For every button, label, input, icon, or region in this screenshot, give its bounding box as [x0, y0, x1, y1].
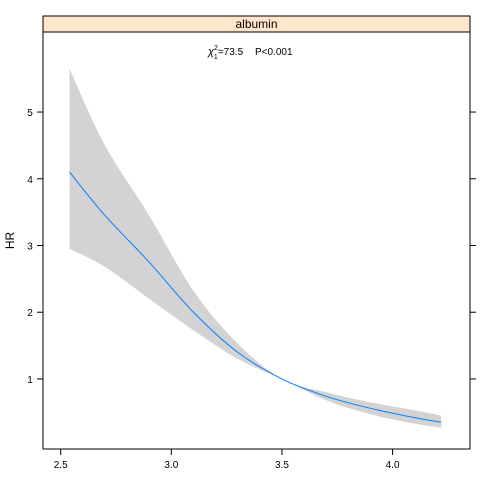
y-tick-label-2: 3 — [27, 242, 33, 253]
confidence-band-0 — [69, 68, 442, 428]
y-tick-label-4: 5 — [27, 108, 33, 119]
x-tick-label-2: 3.5 — [275, 460, 289, 471]
x-tick-label-3: 4.0 — [386, 460, 400, 471]
chi-value: =73.5 — [218, 47, 244, 58]
y-tick-label-1: 2 — [27, 308, 33, 319]
y-tick-label-0: 1 — [27, 375, 33, 386]
chi-subscript: 1 — [214, 54, 218, 61]
chi-square-stat: χ2 1=73.5 — [207, 45, 244, 61]
y-axis-label: HR — [3, 232, 17, 250]
p-value: P<0.001 — [255, 47, 293, 58]
chi-symbol: χ — [207, 46, 215, 58]
hr-line-layer — [69, 171, 442, 423]
y-tick-label-3: 4 — [27, 175, 33, 186]
hr-line-0 — [69, 171, 442, 423]
panel-strip-label: albumin — [235, 17, 277, 31]
panel-strip — [42, 15, 471, 33]
x-tick-label-1: 3.0 — [164, 460, 178, 471]
chi-square-annotation: χ2 1=73.5 P<0.001 — [207, 45, 293, 61]
x-tick-label-0: 2.5 — [54, 460, 68, 471]
chi-superscript: 2 — [214, 45, 218, 52]
y-axis: 1 2 3 4 5 — [27, 108, 476, 386]
confidence-band-layer — [69, 68, 442, 428]
x-axis: 2.5 3.0 3.5 4.0 — [54, 449, 400, 471]
